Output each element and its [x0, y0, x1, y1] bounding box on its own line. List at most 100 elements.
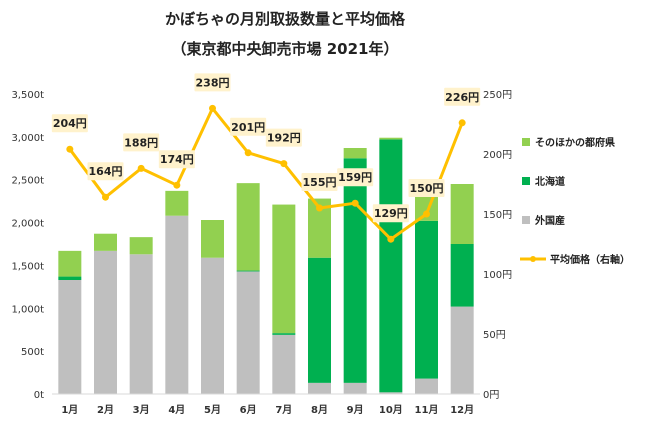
- bar-segment-3: [165, 190, 189, 216]
- price-label-box: [301, 173, 338, 191]
- bar-segment-1: [308, 382, 331, 394]
- bar-segment-1: [272, 334, 296, 394]
- legend-label: そのほかの都府県: [535, 136, 615, 149]
- chart-subtitle: （東京都中央卸売市場 2021年）: [172, 40, 399, 58]
- price-label: 129円: [374, 207, 408, 220]
- price-label-box: [408, 179, 445, 197]
- x-axis-tick-label: 7月: [275, 404, 292, 416]
- price-point: [458, 119, 466, 127]
- legend-label: 外国産: [534, 214, 565, 227]
- right-axis-tick-label: 100円: [483, 270, 512, 281]
- right-axis-tick-label: 200円: [483, 150, 512, 161]
- left-axis-tick-label: 2,500t: [11, 176, 44, 187]
- left-axis-tick-label: 2,000t: [11, 219, 44, 230]
- x-axis-tick-label: 1月: [61, 404, 78, 416]
- bar-segment-3: [129, 237, 153, 255]
- left-axis-tick-label: 0t: [34, 390, 44, 401]
- price-label-box: [158, 150, 195, 169]
- legend-swatch: [522, 138, 530, 146]
- price-point: [137, 164, 145, 172]
- price-label: 192円: [267, 132, 301, 145]
- bar-segment-2: [272, 333, 296, 335]
- x-axis-tick-label: 4月: [168, 404, 185, 416]
- x-axis-tick-label: 6月: [240, 404, 257, 416]
- price-point: [387, 235, 395, 243]
- x-axis-tick-label: 2月: [97, 404, 114, 416]
- x-axis-tick-label: 3月: [133, 404, 150, 416]
- left-axis-tick-label: 3,000t: [11, 133, 44, 144]
- bar-layer: [58, 137, 474, 394]
- price-point: [173, 181, 181, 189]
- bar-segment-2: [450, 244, 474, 307]
- bar-segment-1: [415, 378, 438, 394]
- bar-segment-2: [415, 220, 438, 379]
- price-point: [209, 104, 216, 112]
- bar-segment-3: [94, 233, 117, 251]
- price-label: 226円: [445, 91, 479, 104]
- x-axis-tick-label: 10月: [379, 404, 403, 416]
- legend-swatch: [522, 216, 530, 224]
- bar-segment-3: [201, 220, 224, 258]
- price-label: 188円: [124, 136, 158, 149]
- chart-title: かぼちゃの月別取扱数量と平均価格: [165, 10, 406, 28]
- price-point: [351, 199, 359, 207]
- price-label: 238円: [196, 76, 230, 89]
- bar-segment-1: [379, 392, 403, 394]
- legend-line-marker: [530, 256, 536, 262]
- bar-segment-1: [343, 382, 367, 394]
- price-point: [66, 145, 74, 153]
- price-label-box: [372, 204, 409, 223]
- price-label-box: [87, 162, 124, 181]
- right-axis-tick-label: 150円: [483, 210, 512, 221]
- price-label-box: [194, 73, 231, 92]
- right-axis-tick-label: 50円: [483, 330, 506, 341]
- bar-segment-1: [129, 254, 153, 394]
- x-axis: 1月 2月 3月 4月 5月 6月 7月 8月 9月 10月 11月 12月: [52, 393, 480, 416]
- bar-segment-2: [308, 257, 331, 383]
- right-axis-tick-label: 0円: [483, 390, 499, 401]
- price-label-box: [337, 168, 374, 187]
- price-label-box: [265, 128, 302, 147]
- price-label-box: [444, 87, 481, 106]
- bar-segment-2: [58, 276, 82, 280]
- bar-segment-2: [236, 270, 260, 272]
- x-axis-tick-label: 8月: [311, 404, 328, 416]
- price-line: [68, 106, 464, 241]
- bar-segment-3: [236, 183, 260, 271]
- bar-segment-3: [58, 250, 82, 277]
- price-label: 155円: [303, 176, 337, 189]
- x-axis-tick-label: 12月: [450, 404, 474, 416]
- bar-segment-3: [379, 137, 403, 140]
- left-axis-tick-label: 1,500t: [11, 261, 44, 272]
- left-y-axis: 0t 500t 1,000t 1,500t 2,000t 2,500t 3,000t 3,50…: [11, 90, 44, 401]
- bar-segment-3: [343, 148, 367, 159]
- bar-segment-1: [201, 257, 224, 394]
- legend-swatch: [522, 177, 530, 185]
- bar-segment-1: [450, 306, 474, 394]
- bar-segment-3: [272, 204, 296, 334]
- right-y-axis: 0円 50円 100円 150円 200円 250円: [483, 90, 512, 401]
- bar-segment-1: [58, 280, 82, 394]
- price-point: [280, 160, 288, 168]
- bar-segment-2: [343, 158, 367, 383]
- left-axis-tick-label: 500t: [21, 347, 44, 358]
- price-label-box: [123, 133, 160, 152]
- price-label: 174円: [160, 153, 194, 166]
- price-point: [423, 210, 430, 218]
- bar-segment-1: [94, 250, 117, 394]
- x-axis-tick-label: 9月: [347, 404, 364, 416]
- left-axis-tick-label: 1,000t: [11, 304, 44, 315]
- x-axis-tick-label: 11月: [415, 404, 439, 416]
- bar-segment-1: [236, 271, 260, 394]
- bar-segment-3: [308, 198, 331, 258]
- price-label: 201円: [231, 121, 265, 134]
- bar-segment-1: [165, 215, 189, 394]
- price-label: 150円: [410, 182, 444, 195]
- left-axis-tick-label: 3,500t: [11, 90, 44, 101]
- price-label: 164円: [89, 165, 123, 178]
- price-label: 204円: [53, 117, 87, 130]
